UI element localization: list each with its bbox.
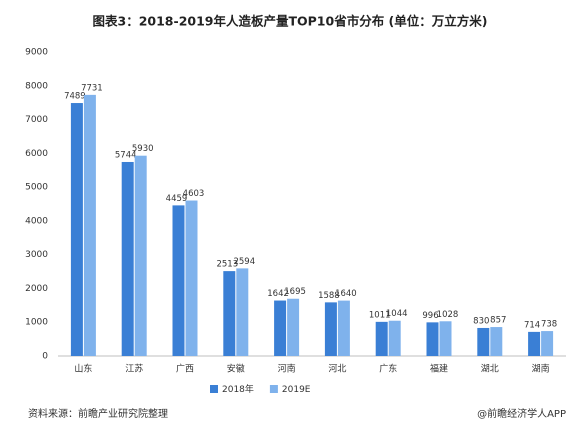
bar	[528, 331, 541, 356]
legend-swatch	[269, 385, 278, 393]
data-label: 738	[541, 320, 557, 330]
data-label: 714	[524, 320, 540, 330]
bar	[185, 200, 198, 356]
legend-label: 2019E	[282, 385, 311, 395]
bar	[541, 331, 554, 356]
data-label: 7489	[64, 92, 86, 102]
data-label: 4459	[166, 194, 188, 204]
bar	[83, 94, 96, 356]
y-tick-label: 0	[42, 352, 48, 362]
bar	[274, 300, 287, 356]
bar	[287, 298, 300, 356]
bar	[490, 327, 503, 356]
y-tick-label: 2000	[25, 284, 48, 294]
x-tick-label: 广东	[379, 363, 397, 375]
y-tick-label: 6000	[25, 149, 48, 159]
y-tick-label: 5000	[25, 183, 48, 193]
bar	[388, 320, 401, 356]
data-label: 1011	[369, 310, 391, 320]
bar	[337, 300, 350, 356]
x-tick-label: 江苏	[125, 363, 143, 375]
y-tick-label: 7000	[25, 115, 48, 125]
data-label: 996	[422, 311, 438, 321]
bar	[477, 327, 490, 356]
y-tick-label: 1000	[25, 318, 48, 328]
bar	[70, 103, 83, 356]
data-label: 1695	[284, 287, 306, 297]
legend-swatch	[210, 385, 218, 393]
x-tick-label: 河北	[328, 363, 346, 375]
x-tick-label: 湖北	[481, 364, 499, 375]
x-tick-label: 福建	[430, 363, 448, 375]
data-label: 1642	[267, 289, 289, 299]
x-tick-label: 湖南	[532, 363, 550, 375]
data-label: 830	[473, 316, 489, 326]
data-label: 4603	[183, 189, 205, 199]
bar	[426, 322, 439, 356]
chart-title: 图表3：2018-2019年人造板产量TOP10省市分布 (单位：万立方米)	[93, 14, 488, 29]
x-tick-label: 安徽	[227, 363, 245, 375]
bar	[375, 321, 388, 356]
bar	[236, 268, 249, 356]
data-label: 1640	[335, 289, 357, 299]
x-tick-label: 河南	[278, 363, 296, 375]
y-tick-label: 4000	[25, 216, 48, 226]
y-tick-label: 8000	[25, 81, 48, 91]
data-label: 2594	[233, 257, 255, 267]
bar	[223, 271, 236, 356]
bar	[172, 205, 185, 356]
bar	[134, 155, 147, 356]
x-tick-label: 山东	[74, 363, 92, 375]
legend-label: 2018年	[222, 383, 254, 395]
data-label: 5930	[132, 144, 154, 154]
credit: @前瞻经济学人APP	[477, 407, 566, 420]
data-label: 2513	[216, 260, 238, 270]
data-label: 5744	[115, 150, 137, 160]
bar	[439, 321, 452, 356]
source-note: 资料来源：前瞻产业研究院整理	[28, 407, 168, 420]
bar	[121, 161, 134, 356]
bar	[324, 302, 337, 356]
y-tick-label: 9000	[25, 48, 48, 58]
data-label: 1588	[318, 291, 340, 301]
y-tick-label: 3000	[25, 250, 48, 260]
x-tick-label: 广西	[176, 363, 194, 375]
data-label: 1044	[386, 309, 408, 319]
data-label: 7731	[81, 83, 103, 93]
data-label: 857	[490, 316, 506, 326]
data-label: 1028	[437, 310, 459, 320]
